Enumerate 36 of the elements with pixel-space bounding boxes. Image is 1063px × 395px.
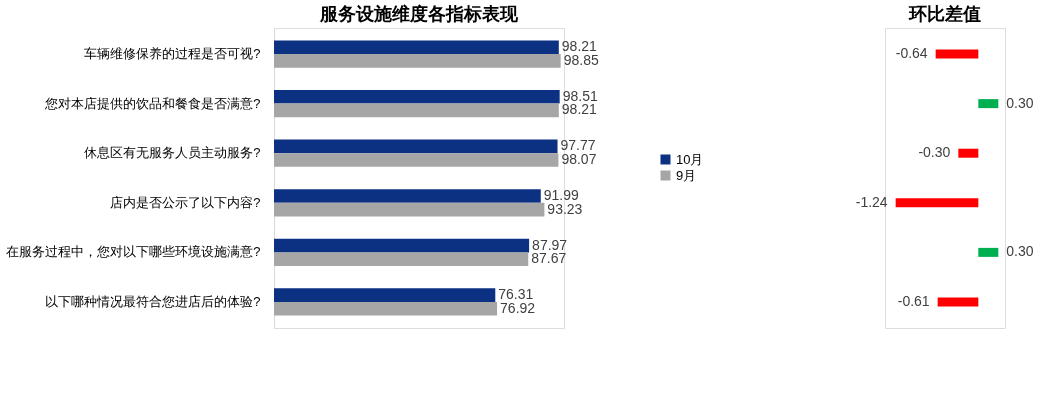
- data-label: 91.99: [543, 186, 580, 203]
- y-tick-label: 休息区有无服务人员主动服务?: [84, 145, 261, 161]
- bar: [274, 54, 561, 68]
- bar: [274, 89, 560, 104]
- data-label: 0.30: [1006, 243, 1034, 260]
- data-label: 98.07: [561, 151, 597, 168]
- bar: [274, 103, 559, 118]
- y-tick-label: 您对本店提供的饮品和餐食是否满意?: [44, 95, 261, 111]
- y-tick-label: 在服务过程中，您对以下哪些环境设施满意?: [6, 244, 261, 260]
- data-label: 0.30: [1006, 94, 1034, 111]
- bar: [274, 202, 545, 217]
- y-tick-label: 以下哪种情况最符合您进店后的体验?: [45, 293, 261, 309]
- legend-label: 10月: [676, 151, 704, 167]
- bar: [274, 189, 541, 203]
- bar: [274, 301, 498, 316]
- legend-label: 9月: [676, 167, 697, 183]
- bar: [274, 238, 530, 253]
- data-label: 87.97: [532, 236, 568, 253]
- data-label: 87.67: [531, 250, 567, 267]
- data-label: 93.23: [547, 200, 583, 217]
- y-tick-label: 车辆维修保养的过程是否可视?: [84, 46, 261, 62]
- data-label: -0.61: [897, 292, 930, 309]
- data-label: -1.24: [855, 193, 888, 210]
- bar: [274, 288, 496, 302]
- data-label: -0.30: [918, 144, 951, 161]
- data-label: 98.21: [561, 101, 598, 118]
- y-tick-label: 店内是否公示了以下内容?: [110, 194, 261, 210]
- bar: [274, 139, 558, 154]
- chart-title: 服务设施维度各指标表现: [319, 4, 519, 24]
- bar: [274, 40, 559, 55]
- data-label: -0.64: [895, 45, 928, 62]
- chart-title: 环比差值: [908, 4, 981, 24]
- bar: [274, 153, 559, 167]
- bar: [274, 252, 529, 267]
- data-label: 98.51: [562, 87, 598, 104]
- data-label: 97.77: [560, 137, 596, 154]
